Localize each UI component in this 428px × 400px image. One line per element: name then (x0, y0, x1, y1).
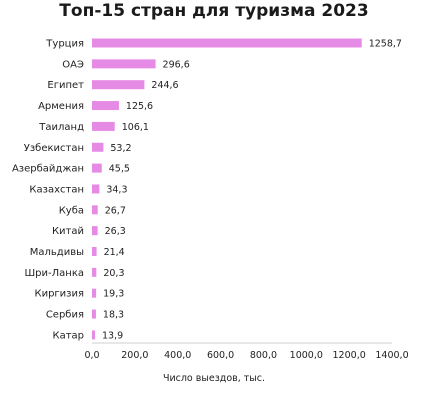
bars-group (92, 38, 362, 340)
category-label-4: Таиланд (38, 122, 84, 133)
value-label-5: 53,2 (110, 143, 131, 154)
x-tick-label-3: 600,0 (207, 350, 234, 361)
value-label-2: 244,6 (151, 80, 178, 91)
bar-6 (92, 163, 102, 173)
x-tick-label-0: 0,0 (84, 350, 99, 361)
value-label-1: 296,6 (163, 59, 190, 70)
category-label-5: Узбекистан (24, 143, 84, 154)
x-tick-label-4: 800,0 (250, 350, 277, 361)
category-label-10: Мальдивы (30, 247, 84, 258)
bar-8 (92, 205, 98, 215)
category-labels: Турция ОАЭ Египет Армения Таиланд Узбекистан А… (12, 39, 84, 342)
category-label-1: ОАЭ (62, 59, 84, 70)
x-axis-label: Число выездов, тыс. (163, 373, 265, 384)
category-label-6: Азербайджан (12, 164, 84, 175)
category-label-2: Египет (47, 80, 84, 91)
category-label-7: Казахстан (29, 184, 84, 195)
value-label-10: 21,4 (104, 247, 125, 258)
chart-title: Топ-15 стран для туризма 2023 (59, 1, 369, 21)
value-label-8: 26,7 (105, 205, 126, 216)
value-label-6: 45,5 (109, 164, 130, 175)
value-label-13: 18,3 (103, 310, 124, 321)
category-label-3: Армения (38, 101, 84, 112)
bar-2 (92, 80, 145, 90)
x-tick-label-1: 200,0 (121, 350, 148, 361)
value-label-9: 26,3 (105, 226, 126, 237)
value-label-0: 1258,7 (369, 39, 402, 50)
value-label-11: 20,3 (103, 268, 124, 279)
bar-11 (92, 267, 97, 277)
value-label-3: 125,6 (126, 101, 153, 112)
category-label-9: Китай (52, 226, 84, 237)
bar-3 (92, 101, 119, 111)
bar-9 (92, 226, 98, 236)
bar-4 (92, 121, 115, 131)
bar-13 (92, 309, 96, 319)
bar-1 (92, 59, 156, 69)
bar-12 (92, 288, 97, 298)
value-label-12: 19,3 (103, 289, 124, 300)
bar-7 (92, 184, 100, 194)
bar-10 (92, 247, 97, 256)
category-label-8: Куба (59, 205, 84, 216)
bar-0 (92, 38, 362, 48)
x-tick-label-5: 1000,0 (290, 350, 323, 361)
bar-5 (92, 142, 104, 152)
bar-14 (92, 330, 95, 340)
value-label-4: 106,1 (122, 122, 149, 133)
category-label-13: Сербия (46, 310, 84, 321)
value-labels: 1258,7 296,6 244,6 125,6 106,1 53,2 45,5 34,3 26… (102, 39, 402, 342)
value-label-14: 13,9 (102, 330, 123, 341)
category-label-12: Киргизия (34, 289, 84, 300)
category-label-0: Турция (45, 39, 84, 50)
x-axis: 0,0 200,0 400,0 600,0 800,0 1000,0 1200,0 1400,… (84, 342, 409, 361)
x-tick-label-6: 1200,0 (333, 350, 366, 361)
x-tick-label-2: 400,0 (164, 350, 191, 361)
category-label-11: Шри-Ланка (24, 268, 84, 279)
x-tick-label-7: 1400,0 (375, 350, 408, 361)
value-label-7: 34,3 (106, 184, 127, 195)
category-label-14: Катар (52, 330, 84, 341)
